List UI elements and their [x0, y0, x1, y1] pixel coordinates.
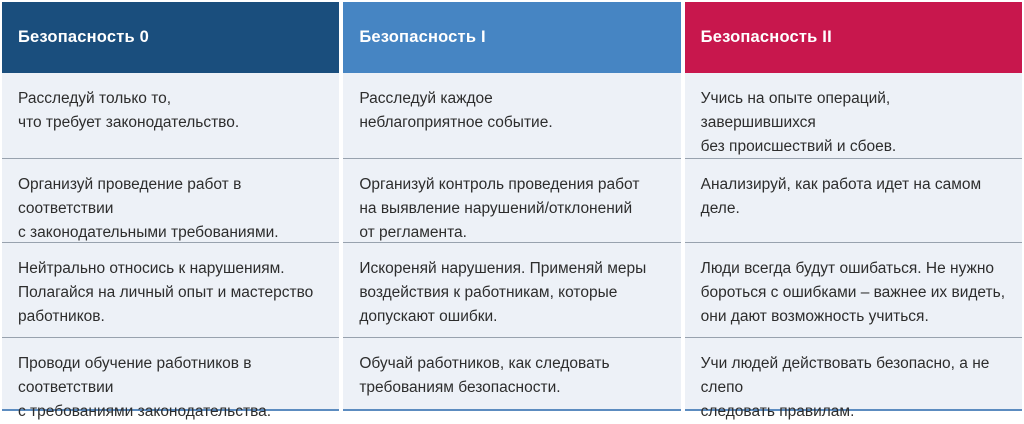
column-safety-0: Безопасность 0 Расследуй только то, что …: [2, 2, 340, 420]
column-safety-2: Безопасность II Учись на опыте операций,…: [684, 2, 1022, 420]
table-cell: Искореняй нарушения. Применяй меры возде…: [343, 242, 681, 337]
table-cell: Люди всегда будут ошибаться. Не нужно бо…: [684, 242, 1022, 337]
table-cell: Организуй контроль проведения работ на в…: [343, 158, 681, 242]
table-cell: Учи людей действовать безопасно, а не сл…: [684, 337, 1022, 420]
table-cell: Анализируй, как работа идет на самом дел…: [684, 158, 1022, 242]
table-cell: Организуй проведение работ в соответстви…: [2, 158, 340, 242]
column-header-safety-2: Безопасность II: [684, 2, 1022, 73]
table-cell: Расследуй только то, что требует законод…: [2, 73, 340, 158]
column-header-safety-0: Безопасность 0: [2, 2, 340, 73]
table-cell: Учись на опыте операций, завершившихся б…: [684, 73, 1022, 158]
table-cell: Обучай работников, как следовать требова…: [343, 337, 681, 411]
table-cell: Нейтрально относись к нарушениям. Полага…: [2, 242, 340, 337]
column-header-safety-1: Безопасность I: [343, 2, 681, 73]
table-cell: Проводи обучение работников в соответств…: [2, 337, 340, 420]
table-cell: Расследуй каждое неблагоприятное событие…: [343, 73, 681, 158]
column-safety-1: Безопасность I Расследуй каждое неблагоп…: [343, 2, 681, 411]
